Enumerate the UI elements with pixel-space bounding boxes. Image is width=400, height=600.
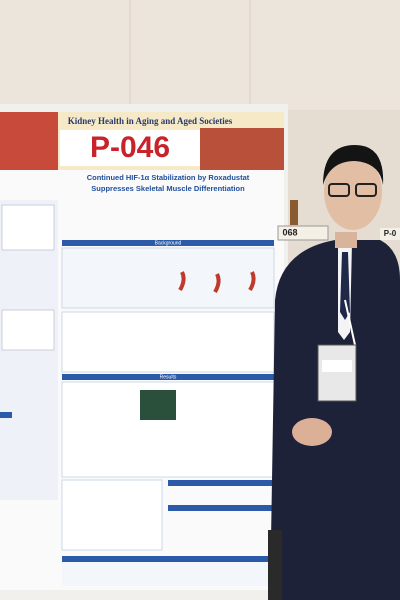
section-tab (0, 412, 12, 418)
section-bar (168, 480, 274, 486)
section-heading: Background (155, 240, 182, 246)
figure (1, 309, 55, 351)
sign-number: 068 (282, 227, 297, 237)
name-badge (317, 344, 357, 402)
poster-number: P-046 (90, 131, 170, 164)
sign-number: P-0 (384, 229, 397, 238)
header-image-left (0, 112, 58, 170)
section-bar (168, 505, 274, 511)
poster-title: Continued HIF-1α Stabilization by Roxadu… (87, 173, 250, 182)
poster-title: Suppresses Skeletal Muscle Differentiati… (91, 184, 245, 193)
neighbor-sign (380, 228, 400, 240)
tie (340, 252, 350, 320)
badge-card (322, 360, 352, 372)
section-bar (62, 374, 274, 380)
number-box (60, 130, 200, 166)
muscle-icons (178, 271, 256, 294)
lanyard (344, 299, 356, 346)
hands (292, 418, 332, 446)
glasses (328, 183, 350, 197)
glasses (355, 183, 377, 197)
results-block (61, 479, 163, 551)
conclusion-block (62, 562, 274, 586)
header-image-right (200, 128, 284, 170)
microscopy (140, 390, 176, 420)
suit (270, 240, 400, 600)
chair (268, 530, 282, 600)
neck (335, 232, 357, 248)
section-heading: Results (160, 374, 177, 380)
section-bar (62, 240, 274, 246)
face (324, 154, 382, 230)
poster-banner: Kidney Health in Aging and Aged Societie… (68, 116, 233, 126)
text-block (61, 247, 275, 309)
neighbor-sign (277, 225, 329, 241)
easel (290, 200, 298, 225)
figure (1, 204, 55, 251)
methods-block (61, 311, 275, 373)
section-bar (62, 556, 274, 562)
hair (323, 145, 384, 185)
wall-upper (0, 0, 400, 110)
